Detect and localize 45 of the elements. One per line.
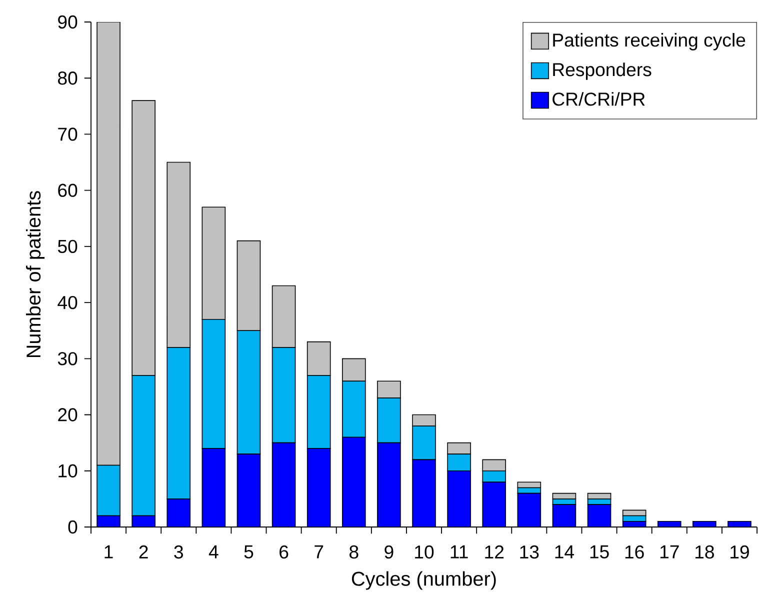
x-tick-label: 12: [485, 545, 504, 558]
y-tick-label: 30: [58, 352, 78, 366]
bar: [202, 206, 226, 320]
bar: [306, 341, 331, 376]
x-tick-label: 16: [625, 545, 644, 559]
bar: [236, 240, 261, 332]
y-tick-label: 70: [58, 128, 78, 141]
bar: [342, 358, 366, 382]
bar: [272, 285, 296, 348]
y-axis-title: Number of patients: [26, 191, 45, 358]
x-tick-label: 15: [590, 545, 609, 558]
bar: [166, 162, 191, 348]
x-tick-label: 3: [174, 545, 183, 559]
y-tick-label: 80: [58, 72, 78, 85]
y-tick-label: 20: [58, 408, 78, 422]
legend-label: Responders: [553, 62, 652, 80]
x-tick-label: 9: [384, 545, 394, 559]
bar: [96, 22, 120, 466]
y-tick-label: 90: [58, 15, 78, 29]
x-tick-label: 11: [450, 545, 468, 558]
x-tick-label: 18: [696, 545, 714, 559]
y-tick-label: 50: [58, 240, 78, 254]
y-tick-label: 40: [58, 296, 78, 310]
y-tick-label: 10: [58, 464, 78, 478]
x-tick-label: 6: [280, 545, 288, 559]
bar: [132, 100, 156, 376]
x-tick-label: 14: [555, 545, 574, 558]
y-tick-label: 0: [68, 520, 78, 534]
x-tick-label: 17: [660, 545, 679, 558]
legend-label: Patients receiving cycle: [553, 33, 746, 50]
x-tick-label: 2: [139, 545, 148, 558]
bar: [482, 459, 506, 472]
x-tick-label: 5: [244, 545, 254, 558]
x-tick-label: 7: [314, 545, 324, 558]
x-tick-label: 13: [520, 545, 539, 559]
bar: [447, 442, 471, 454]
x-tick-label: 4: [208, 545, 218, 558]
x-axis-title: Cycles (number): [352, 571, 496, 590]
x-tick-label: 19: [730, 545, 749, 559]
bar: [377, 380, 401, 398]
x-tick-label: 1: [104, 545, 113, 558]
x-tick-label: 10: [415, 545, 434, 559]
x-tick-label: 8: [350, 545, 358, 559]
y-tick-label: 60: [58, 184, 78, 197]
legend-label: CR/CRi/PR: [552, 92, 645, 106]
